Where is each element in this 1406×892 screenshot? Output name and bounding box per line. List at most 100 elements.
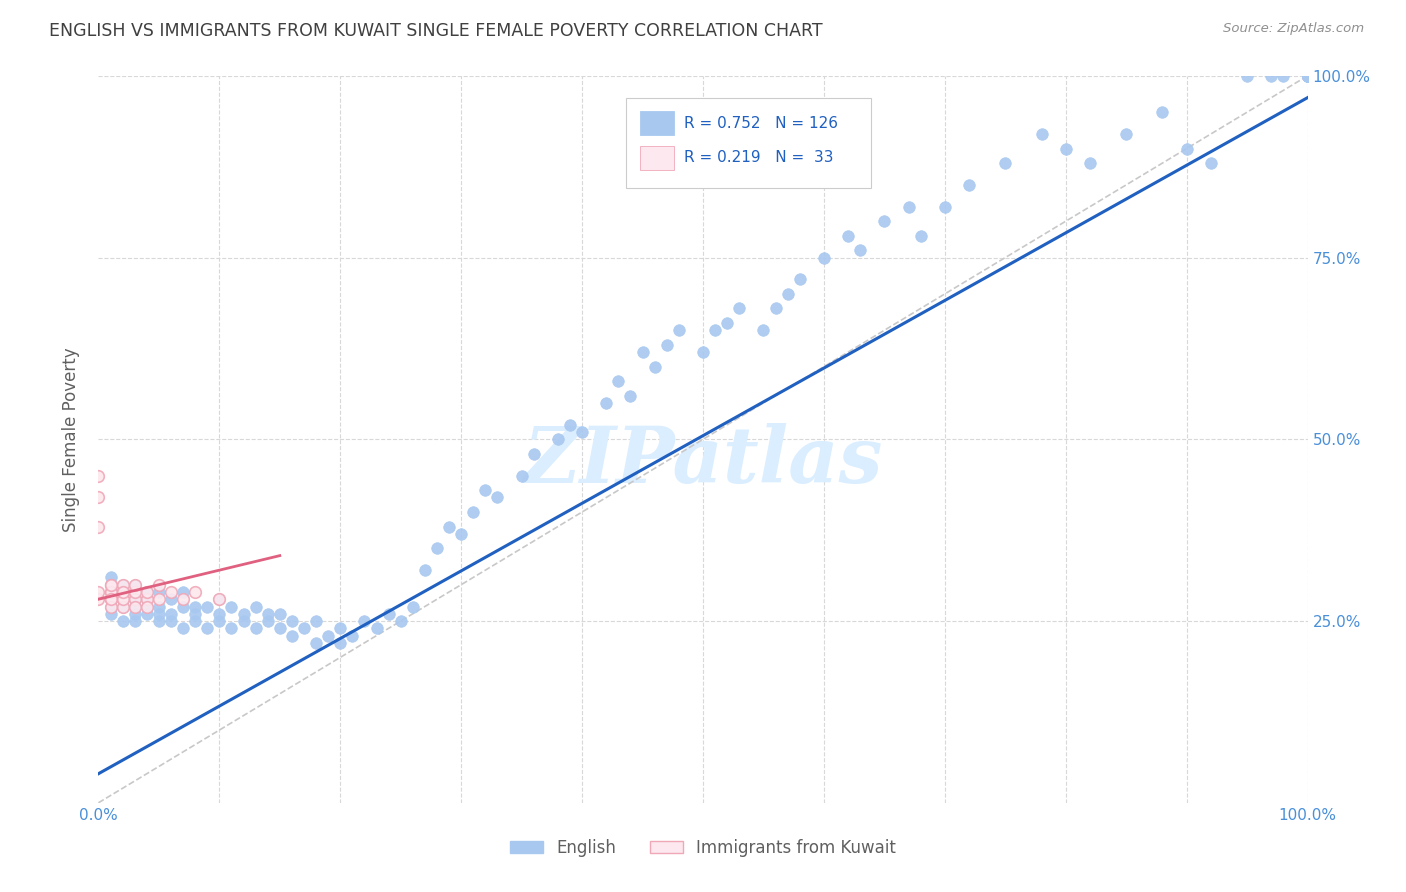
Point <box>474 483 496 498</box>
Point <box>148 578 170 592</box>
Point <box>208 614 231 628</box>
Point <box>172 585 194 599</box>
Point <box>256 607 278 621</box>
Point <box>1296 69 1319 83</box>
Point <box>813 251 835 265</box>
Point <box>124 599 146 614</box>
Point <box>1272 69 1295 83</box>
Point <box>463 505 485 519</box>
Point <box>1296 69 1319 83</box>
Point <box>111 578 134 592</box>
Point <box>100 607 122 621</box>
Point <box>450 526 472 541</box>
Point <box>366 621 388 635</box>
Point <box>389 614 412 628</box>
Point <box>1199 156 1222 170</box>
Point <box>1078 156 1101 170</box>
Text: R = 0.219   N =  33: R = 0.219 N = 33 <box>683 151 834 166</box>
Point <box>111 585 134 599</box>
Point <box>148 599 170 614</box>
Point <box>558 417 581 432</box>
Point <box>111 585 134 599</box>
Point <box>437 519 460 533</box>
FancyBboxPatch shape <box>640 112 673 135</box>
Point <box>728 301 751 316</box>
Point <box>595 396 617 410</box>
Point <box>426 541 449 556</box>
Point <box>1296 69 1319 83</box>
Point <box>135 607 157 621</box>
Point <box>148 585 170 599</box>
Point <box>1296 69 1319 83</box>
Point <box>1296 69 1319 83</box>
Point <box>897 200 920 214</box>
Point <box>1296 69 1319 83</box>
FancyBboxPatch shape <box>640 146 673 169</box>
Point <box>124 592 146 607</box>
Point <box>208 607 231 621</box>
Point <box>135 585 157 599</box>
Point <box>1296 69 1319 83</box>
Point <box>124 599 146 614</box>
Point <box>208 592 231 607</box>
Point <box>1175 141 1198 155</box>
Point <box>1296 69 1319 83</box>
Y-axis label: Single Female Poverty: Single Female Poverty <box>62 347 80 532</box>
Point <box>1031 127 1053 141</box>
Point <box>1236 69 1258 83</box>
Point <box>1296 69 1319 83</box>
Point <box>208 592 231 607</box>
Point <box>377 607 399 621</box>
Point <box>87 519 110 533</box>
Point <box>100 599 122 614</box>
Point <box>245 621 267 635</box>
Point <box>184 599 207 614</box>
Text: ENGLISH VS IMMIGRANTS FROM KUWAIT SINGLE FEMALE POVERTY CORRELATION CHART: ENGLISH VS IMMIGRANTS FROM KUWAIT SINGLE… <box>49 22 823 40</box>
Point <box>776 287 799 301</box>
Point <box>100 592 122 607</box>
Point <box>124 578 146 592</box>
Point <box>281 629 304 643</box>
Point <box>160 592 183 607</box>
Point <box>160 585 183 599</box>
Point <box>87 585 110 599</box>
Point <box>342 629 364 643</box>
Point <box>221 599 243 614</box>
Point <box>135 599 157 614</box>
Point <box>87 592 110 607</box>
Point <box>269 607 291 621</box>
Point <box>111 592 134 607</box>
Point <box>1296 69 1319 83</box>
Point <box>245 599 267 614</box>
Point <box>172 592 194 607</box>
Point <box>100 592 122 607</box>
Point <box>692 345 714 359</box>
Point <box>1296 69 1319 83</box>
Point <box>523 447 546 461</box>
Point <box>547 432 569 446</box>
Point <box>849 244 872 258</box>
Point <box>994 156 1017 170</box>
Point <box>934 200 956 214</box>
Point <box>281 614 304 628</box>
Legend: English, Immigrants from Kuwait: English, Immigrants from Kuwait <box>503 832 903 863</box>
Point <box>631 345 654 359</box>
Point <box>160 607 183 621</box>
Point <box>837 228 859 243</box>
Point <box>111 592 134 607</box>
Point <box>1296 69 1319 83</box>
Point <box>910 228 932 243</box>
Point <box>305 614 328 628</box>
Point <box>87 491 110 505</box>
Point <box>135 592 157 607</box>
Point <box>221 621 243 635</box>
Point <box>124 614 146 628</box>
Point <box>571 425 593 439</box>
Text: ZIPatlas: ZIPatlas <box>523 423 883 500</box>
Point <box>184 585 207 599</box>
Point <box>160 614 183 628</box>
Point <box>148 607 170 621</box>
Point <box>100 578 122 592</box>
Point <box>100 570 122 584</box>
Point <box>184 614 207 628</box>
